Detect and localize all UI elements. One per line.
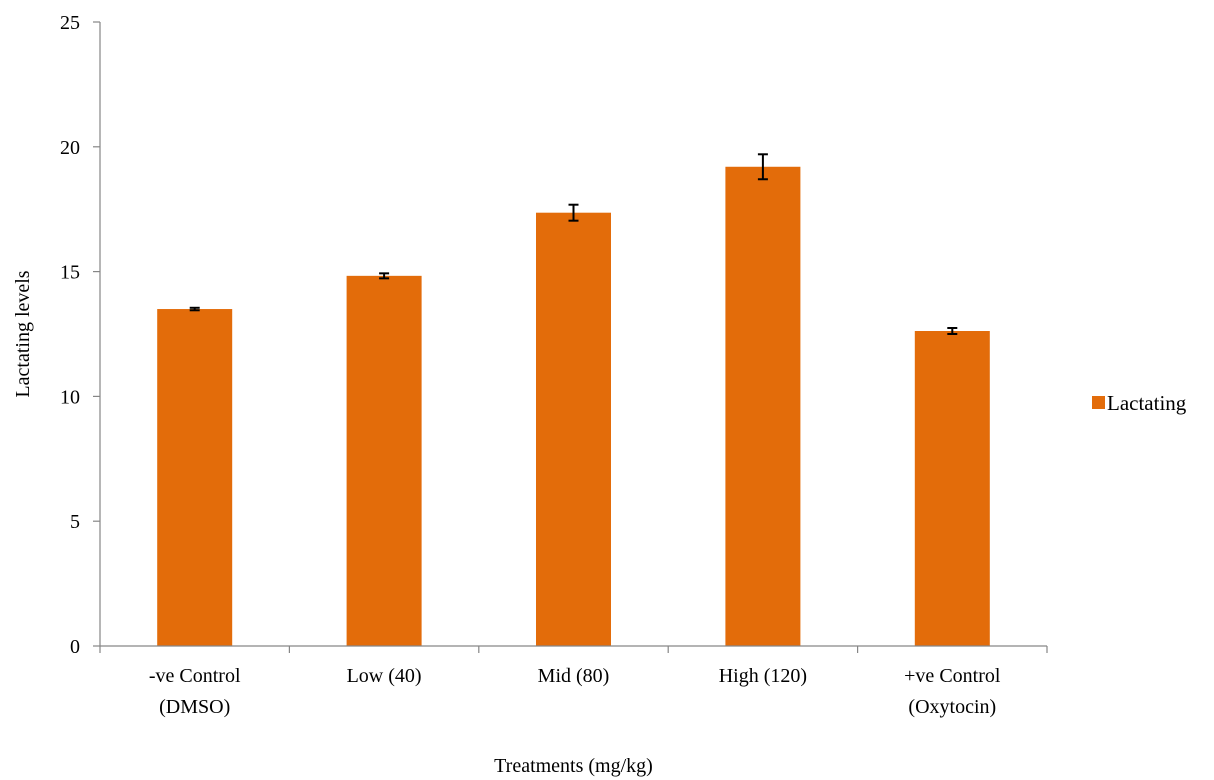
legend-swatch bbox=[1092, 396, 1105, 409]
y-tick-label: 20 bbox=[60, 137, 80, 159]
y-tick-label: 5 bbox=[70, 511, 80, 533]
y-ticks-layer: 0 5 10 15 20 25 bbox=[60, 12, 100, 658]
bar bbox=[725, 166, 801, 646]
x-ticks-layer bbox=[99, 646, 1048, 653]
bar bbox=[157, 309, 233, 646]
x-tick-label: High (120) bbox=[719, 665, 807, 687]
error-bar bbox=[568, 203, 579, 222]
y-tick-label: 15 bbox=[60, 262, 80, 284]
legend: Lactating bbox=[1092, 391, 1187, 415]
error-bar bbox=[189, 306, 200, 312]
category-labels-layer: -ve Control (DMSO) Low (40) Mid (80) High (1… bbox=[149, 665, 1001, 718]
error-bar bbox=[757, 153, 768, 181]
bar bbox=[536, 212, 611, 646]
bars-layer bbox=[157, 166, 990, 646]
bar bbox=[346, 275, 422, 646]
y-tick-label: 0 bbox=[70, 636, 80, 658]
y-tick-label: 25 bbox=[60, 12, 80, 34]
error-bar bbox=[947, 327, 958, 335]
x-tick-label: Low (40) bbox=[347, 665, 422, 687]
error-bar bbox=[379, 272, 390, 280]
error-bars-layer bbox=[189, 153, 958, 335]
x-axis-title: Treatments (mg/kg) bbox=[494, 755, 653, 777]
x-tick-label: Mid (80) bbox=[538, 665, 610, 687]
y-axis-title: Lactating levels bbox=[12, 270, 34, 397]
y-tick-label: 10 bbox=[60, 386, 80, 408]
axes-layer bbox=[99, 22, 1047, 647]
legend-label: Lactating bbox=[1107, 391, 1187, 415]
bar bbox=[914, 331, 990, 646]
x-tick-label: -ve Control (DMSO) bbox=[149, 665, 241, 718]
x-tick-label: +ve Control (Oxytocin) bbox=[904, 665, 1001, 718]
